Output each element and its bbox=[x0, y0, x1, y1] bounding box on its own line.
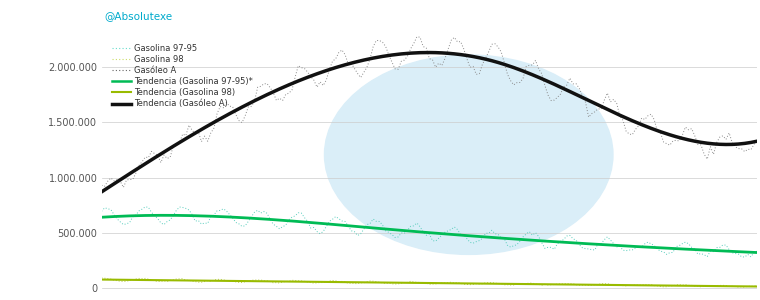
Legend: Gasolina 97-95, Gasolina 98, Gasóleo A, Tendencia (Gasolina 97-95)*, Tendencia (: Gasolina 97-95, Gasolina 98, Gasóleo A, … bbox=[109, 41, 256, 112]
Ellipse shape bbox=[325, 55, 613, 254]
Text: @Absolutexe: @Absolutexe bbox=[105, 11, 173, 21]
